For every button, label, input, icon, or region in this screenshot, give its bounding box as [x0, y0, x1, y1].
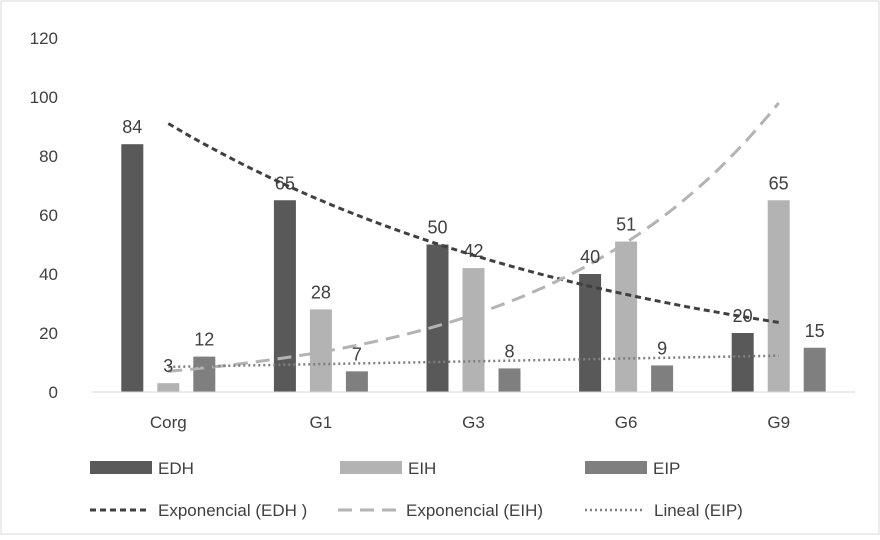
y-tick-label: 60: [39, 206, 58, 225]
legend-trend-label: Exponencial (EIH): [406, 501, 543, 520]
y-tick-label: 120: [30, 29, 58, 48]
data-label: 3: [163, 356, 173, 376]
data-label: 65: [275, 173, 295, 193]
bar-eih-g6: [615, 241, 638, 392]
x-tick-label: G1: [310, 413, 333, 432]
y-tick-label: 20: [39, 324, 58, 343]
y-tick-label: 0: [49, 383, 58, 402]
data-label: 51: [616, 215, 636, 235]
legend-swatch-eih: [340, 461, 402, 474]
legend-trend-label: Exponencial (EDH ): [158, 501, 307, 520]
bar-eip-corg: [193, 356, 216, 392]
x-tick-label: G6: [615, 413, 638, 432]
bars-group: [121, 144, 826, 392]
data-label: 9: [657, 338, 667, 358]
bar-eip-g3: [498, 368, 521, 392]
legend-label: EDH: [158, 459, 194, 478]
trendline-edh: [167, 122, 779, 324]
bar-eih-g3: [462, 268, 485, 392]
data-label: 28: [311, 282, 331, 302]
bar-edh-corg: [121, 144, 144, 392]
data-label: 65: [769, 173, 789, 193]
x-tick-label: Corg: [150, 413, 187, 432]
legend-swatch-eip: [585, 461, 647, 474]
bar-edh-g1: [273, 200, 296, 392]
data-label: 20: [733, 306, 753, 326]
trendlines-group: [167, 101, 780, 373]
data-label: 42: [463, 241, 483, 261]
data-label: 8: [504, 341, 514, 361]
bar-eih-corg: [157, 383, 180, 392]
legend-trend-label: Lineal (EIP): [654, 501, 743, 520]
data-label: 50: [427, 218, 447, 238]
y-tick-label: 40: [39, 265, 58, 284]
bar-edh-g6: [579, 274, 602, 392]
bar-eip-g6: [651, 365, 674, 392]
bar-eip-g1: [345, 371, 368, 392]
bar-eip-g9: [803, 347, 826, 392]
x-tick-label: G3: [462, 413, 485, 432]
x-tick-label: G9: [767, 413, 790, 432]
legend-swatch-edh: [90, 461, 152, 474]
bar-edh-g9: [731, 333, 754, 392]
data-labels-group: 84 65 50 40 20 3 28 42 51 65 12 7 8 9 15: [122, 117, 824, 376]
trendline-eip: [168, 354, 779, 369]
legend: EDH EIH EIP Exponencial (EDH ) Exponencial (…: [90, 459, 743, 520]
y-axis-ticks: 0 20 40 60 80 100 120: [30, 29, 58, 402]
data-label: 15: [805, 321, 825, 341]
bar-edh-g3: [426, 244, 449, 392]
y-tick-label: 100: [30, 88, 58, 107]
x-axis-ticks: Corg G1 G3 G6 G9: [150, 413, 790, 432]
legend-label: EIH: [408, 459, 436, 478]
y-tick-label: 80: [39, 147, 58, 166]
data-label: 12: [194, 330, 214, 350]
trendline-eih: [168, 101, 780, 373]
bar-eih-g9: [767, 200, 790, 392]
data-label: 84: [122, 117, 142, 137]
data-label: 40: [580, 247, 600, 267]
data-label: 7: [352, 344, 362, 364]
legend-label: EIP: [653, 459, 680, 478]
